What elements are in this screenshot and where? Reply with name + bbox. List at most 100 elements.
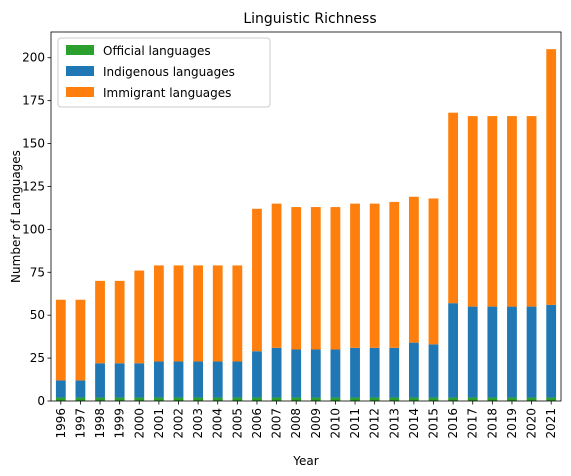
- bar-official-languages-2015: [428, 397, 439, 401]
- bar-official-languages-2018: [487, 397, 498, 401]
- bar-indigenous-languages-2001: [153, 361, 164, 398]
- bar-official-languages-2006: [252, 397, 262, 401]
- bar-indigenous-languages-2000: [134, 363, 145, 398]
- bar-official-languages-1998: [95, 397, 105, 401]
- bar-immigrant-languages-2018: [487, 116, 498, 307]
- bar-indigenous-languages-2011: [350, 347, 360, 398]
- bar-official-languages-2009: [310, 397, 321, 401]
- x-tick-label: 2013: [387, 408, 401, 439]
- bar-indigenous-languages-1996: [55, 380, 66, 398]
- x-tick-label: 1997: [73, 408, 87, 439]
- y-tick-label: 75: [30, 265, 45, 279]
- legend-entry: Official languages: [103, 44, 211, 58]
- legend-entry: Immigrant languages: [103, 86, 231, 100]
- bar-official-languages-2014: [408, 397, 419, 401]
- bar-indigenous-languages-2009: [310, 349, 321, 398]
- bar-immigrant-languages-2011: [350, 203, 360, 348]
- x-tick-label: 2020: [525, 408, 539, 439]
- bar-immigrant-languages-2013: [389, 201, 400, 348]
- bar-immigrant-languages-2021: [546, 49, 557, 305]
- x-tick-label: 1996: [54, 408, 68, 439]
- y-tick-label: 175: [22, 94, 45, 108]
- bar-immigrant-languages-2010: [330, 207, 341, 350]
- bar-official-languages-2001: [153, 397, 164, 401]
- legend-swatch: [66, 66, 94, 76]
- x-tick-label: 2008: [289, 408, 303, 439]
- y-tick-label: 25: [30, 351, 45, 365]
- x-tick-label: 2012: [368, 408, 382, 439]
- x-tick-label: 2014: [407, 408, 421, 439]
- bar-indigenous-languages-2005: [232, 361, 243, 398]
- bar-official-languages-2007: [271, 397, 282, 401]
- bar-immigrant-languages-1999: [114, 280, 125, 364]
- bar-immigrant-languages-2020: [526, 116, 537, 307]
- x-tick-label: 2006: [250, 408, 264, 439]
- bar-official-languages-2021: [546, 397, 557, 401]
- bar-immigrant-languages-2002: [173, 265, 184, 362]
- bar-indigenous-languages-2010: [330, 349, 341, 398]
- bar-immigrant-languages-1997: [75, 299, 86, 381]
- bar-indigenous-languages-1998: [95, 363, 105, 398]
- x-tick-label: 2018: [485, 408, 499, 439]
- bar-immigrant-languages-2005: [232, 265, 243, 362]
- x-tick-label: 2017: [466, 408, 480, 439]
- x-tick-label: 2007: [270, 408, 284, 439]
- bar-official-languages-2005: [232, 397, 243, 401]
- y-axis-label: Number of Languages: [9, 150, 23, 283]
- x-axis-label: Year: [292, 454, 318, 468]
- y-tick-label: 50: [30, 308, 45, 322]
- x-tick-label: 2010: [328, 408, 342, 439]
- bar-indigenous-languages-2007: [271, 347, 282, 398]
- bar-indigenous-languages-2018: [487, 306, 498, 398]
- bar-immigrant-languages-2000: [134, 270, 145, 364]
- bar-immigrant-languages-2009: [310, 207, 321, 350]
- bar-official-languages-2011: [350, 397, 360, 401]
- bar-indigenous-languages-2003: [193, 361, 204, 398]
- legend-box: [57, 37, 271, 108]
- x-tick-label: 2019: [505, 408, 519, 439]
- bar-official-languages-1999: [114, 397, 125, 401]
- y-tick-label: 100: [22, 222, 45, 236]
- bar-immigrant-languages-2016: [448, 112, 459, 304]
- x-tick-label: 2003: [191, 408, 205, 439]
- bar-official-languages-1997: [75, 397, 86, 401]
- x-tick-label: 2004: [211, 408, 225, 439]
- bar-indigenous-languages-2004: [212, 361, 223, 398]
- legend-swatch: [66, 45, 94, 55]
- y-tick-label: 200: [22, 51, 45, 65]
- legend-entry: Indigenous languages: [103, 65, 235, 79]
- bar-immigrant-languages-2014: [408, 196, 419, 343]
- bar-official-languages-2016: [448, 397, 459, 401]
- bar-official-languages-2013: [389, 397, 400, 401]
- plot-frame: [50, 31, 562, 402]
- bar-indigenous-languages-2016: [448, 303, 459, 398]
- bar-indigenous-languages-2014: [408, 342, 419, 398]
- bar-official-languages-2002: [173, 397, 184, 401]
- bar-indigenous-languages-2017: [467, 306, 478, 398]
- y-tick-label: 0: [37, 394, 45, 408]
- x-tick-label: 2016: [446, 408, 460, 439]
- plot-area: [55, 49, 557, 401]
- bar-official-languages-2008: [291, 397, 302, 401]
- bar-official-languages-2017: [467, 397, 478, 401]
- x-tick-label: 2009: [309, 408, 323, 439]
- bar-indigenous-languages-2019: [507, 306, 517, 398]
- x-tick-label: 2011: [348, 408, 362, 439]
- bar-official-languages-2019: [507, 397, 517, 401]
- bar-indigenous-languages-2013: [389, 347, 400, 398]
- bar-immigrant-languages-1996: [55, 299, 66, 381]
- legend-swatch: [66, 87, 94, 97]
- bar-official-languages-2010: [330, 397, 341, 401]
- bar-indigenous-languages-1999: [114, 363, 125, 398]
- y-tick-label: 150: [22, 137, 45, 151]
- bar-immigrant-languages-1998: [95, 280, 105, 364]
- y-axis: 0 25 50 75 100 125 150 175 200: [22, 51, 51, 408]
- x-tick-label: 2002: [172, 408, 186, 439]
- bar-immigrant-languages-2015: [428, 198, 439, 345]
- bar-immigrant-languages-2003: [193, 265, 204, 362]
- bar-official-languages-2020: [526, 397, 537, 401]
- bar-immigrant-languages-2006: [252, 208, 262, 352]
- bar-immigrant-languages-2004: [212, 265, 223, 362]
- bar-official-languages-2000: [134, 397, 145, 401]
